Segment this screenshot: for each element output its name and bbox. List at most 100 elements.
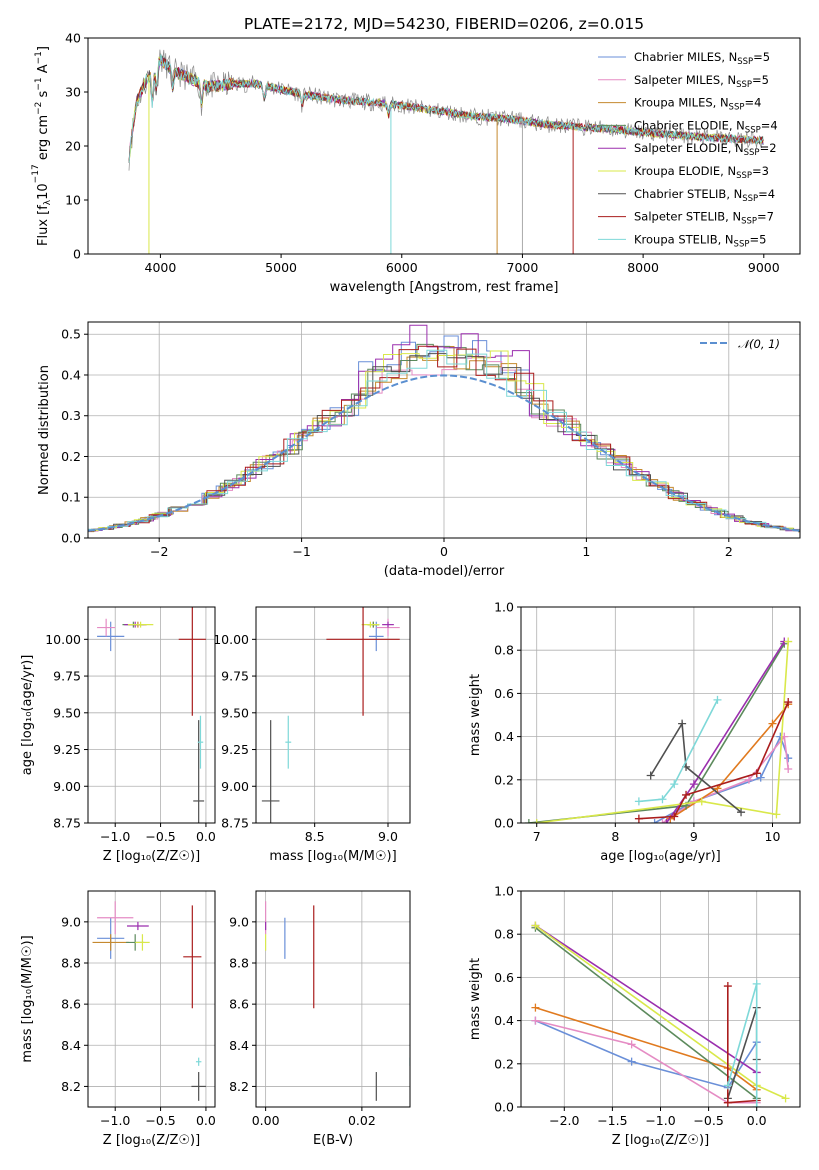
y-tick-label: 1.0 [494, 600, 514, 615]
legend-entry-value: =5 [749, 232, 766, 246]
y-tick-label: 9.50 [53, 705, 81, 720]
axes-frame [520, 890, 801, 1108]
x-tick-label: 8 [611, 829, 619, 844]
mass-weight-point [752, 979, 761, 988]
legend-entry-sub: SSP [736, 80, 752, 90]
y-tick-label: 1.0 [494, 884, 514, 899]
x-tick-label: 0.00 [252, 1113, 280, 1128]
mass-weight-point [531, 1016, 540, 1025]
mass-weight-line [727, 1007, 758, 1099]
x-axis-label: E(B-V) [313, 1133, 353, 1148]
legend-entry-name: Chabrier MILES, N [634, 50, 737, 64]
y-tick-label: 9.75 [53, 669, 81, 684]
mass-weight-point [634, 814, 643, 823]
y-label-part: −1 [34, 77, 44, 90]
x-tick-label: 0.0 [196, 1113, 216, 1128]
x-tick-label: 1 [582, 544, 590, 559]
x-axis-label: (data-model)/error [384, 564, 505, 579]
x-tick-label: −0.5 [145, 829, 175, 844]
legend-entry-name: Kroupa ELODIE, N [634, 164, 736, 178]
mass-weight-line [535, 1019, 757, 1104]
y-label-part: erg cm [36, 115, 51, 164]
y-tick-label: 9.00 [53, 779, 81, 794]
x-tick-label: 8000 [627, 260, 659, 275]
legend-entry: Chabrier MILES, NSSP=5 [634, 50, 770, 67]
y-tick-label: 0.2 [61, 449, 81, 464]
histogram-series [88, 353, 800, 532]
y-tick-label: 0.2 [494, 1056, 514, 1071]
mass-weight-line [528, 643, 785, 823]
x-tick-label: −1.0 [645, 1113, 675, 1128]
y-label-part: λ [43, 199, 53, 205]
legend-entry-name: Chabrier STELIB, N [634, 187, 742, 201]
x-tick-label: 6000 [386, 260, 418, 275]
mass-weight-point [650, 819, 659, 823]
x-tick-label: 2 [725, 544, 733, 559]
mass-weight-point [634, 797, 643, 806]
panel-mass-vs-Z: −1.0 −0.5 0.0 8.2 8.4 8.6 8.8 9.0 Z [log₁₀(Z/Z☉)… [20, 890, 216, 1148]
mass-weight-point [752, 1103, 761, 1107]
mass-weight-point [627, 1057, 636, 1066]
mass-weight-point [532, 819, 541, 823]
y-tick-label: 0 [73, 247, 81, 262]
legend-entry-sub: SSP [729, 103, 745, 113]
y-tick-label: 9.0 [61, 914, 81, 929]
y-tick-label: 10.00 [45, 632, 81, 647]
x-tick-label: 0 [440, 544, 448, 559]
y-tick-label: 40 [65, 31, 81, 46]
mass-weight-line [727, 983, 758, 1107]
y-label-part: Flux [f [36, 205, 51, 246]
legend-entry: Kroupa ELODIE, NSSP=3 [634, 164, 769, 181]
legend-entry-name: Kroupa MILES, N [634, 96, 729, 110]
legend-entry-value: =4 [758, 187, 775, 201]
legend-entry-name: Salpeter STELIB, N [634, 210, 741, 224]
y-tick-label: 0.6 [494, 970, 514, 985]
plot-area [265, 901, 410, 1101]
mass-weight-point [678, 719, 687, 728]
x-tick-label: 9000 [748, 260, 780, 275]
legend-entry-name: Kroupa STELIB, N [634, 232, 734, 246]
x-axis-label: wavelength [Angstrom, rest frame] [330, 280, 559, 295]
x-tick-label: −1.0 [100, 829, 130, 844]
y-tick-label: 8.4 [229, 1038, 249, 1053]
mass-weight-point [524, 819, 533, 823]
plot-area [97, 607, 206, 823]
y-tick-label: 0.2 [494, 772, 514, 787]
mass-weight-point [784, 765, 793, 773]
y-tick-label: 8.4 [61, 1038, 81, 1053]
y-label-part: ] [36, 46, 51, 51]
legend-entry-name: Salpeter MILES, N [634, 73, 736, 87]
y-axis-label: age [log₁₀(age/yr)] [20, 655, 35, 776]
axes-frame [87, 890, 216, 1108]
y-axis-label: mass weight [468, 674, 483, 756]
y-tick-label: 0.4 [494, 729, 514, 744]
mass-weight-point [723, 982, 732, 991]
y-tick-label: 8.6 [229, 997, 249, 1012]
mass-weight-point [662, 819, 671, 823]
mass-weight-point [784, 637, 793, 646]
plot-area [524, 637, 793, 823]
mass-weight-line [534, 927, 758, 1100]
legend-entry-sub: SSP [737, 57, 753, 67]
mass-weight-point [658, 795, 667, 804]
x-tick-label: 0.0 [747, 1113, 767, 1128]
mass-weight-point [784, 754, 793, 763]
y-tick-label: 8.2 [61, 1079, 81, 1094]
mass-weight-line [534, 924, 758, 1074]
panel-age-vs-mass: 8.5 9.0 8.75 9.00 9.25 9.50 9.75 10.00 mass [log… [213, 606, 411, 864]
plot-area [128, 49, 764, 254]
mass-weight-point [658, 819, 667, 823]
plot-area [92, 901, 206, 1101]
mass-weight-point [772, 810, 781, 819]
axes-frame [520, 606, 801, 824]
y-tick-label: 0.8 [494, 643, 514, 658]
x-tick-label: 8.5 [305, 829, 325, 844]
y-label-part: −1 [34, 51, 44, 64]
mass-weight-point [670, 780, 679, 789]
legend-entry-sub: SSP [734, 239, 750, 249]
y-tick-label: 8.75 [221, 816, 249, 831]
y-tick-label: 0.0 [494, 1100, 514, 1115]
mass-weight-line [535, 1006, 758, 1091]
y-tick-label: 8.8 [229, 956, 249, 971]
